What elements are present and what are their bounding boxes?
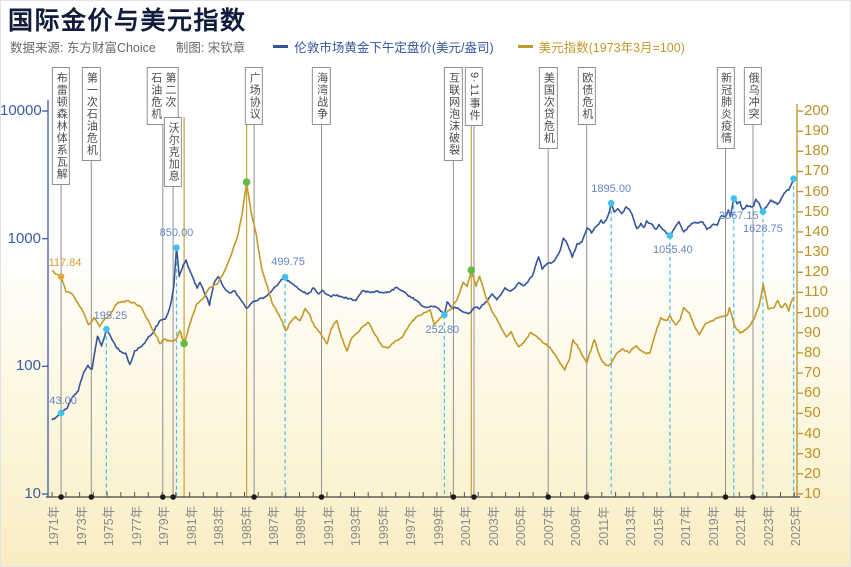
event-label: 美国次贷危机 <box>539 67 558 149</box>
credit-note: 制图: 宋钦章 <box>175 41 246 55</box>
event-axis-dot <box>318 494 325 500</box>
y-axis-right-label: 100 <box>804 303 830 321</box>
index-marker-label: 117.84 <box>48 256 82 269</box>
dollar-extreme-dot <box>180 339 188 348</box>
y-axis-right-label: 60 <box>804 384 821 402</box>
gold-price-marker-dot <box>666 232 674 239</box>
event-axis-dot <box>450 494 457 500</box>
gold-price-marker-dot <box>607 199 615 207</box>
y-axis-right-label: 50 <box>804 404 821 422</box>
y-axis-right-label: 90 <box>804 323 821 341</box>
y-axis-right-label: 120 <box>804 263 830 281</box>
chart-title: 国际金价与美元指数 <box>8 7 247 35</box>
gold-price-marker-dot <box>441 311 448 319</box>
event-label: 欧债危机 <box>577 67 596 125</box>
event-axis-dot <box>251 494 257 500</box>
event-label: 沃尔克加息 <box>163 117 183 187</box>
y-axis-left-label: 10000 <box>0 102 42 119</box>
dollar-extreme-dot <box>242 178 251 186</box>
legend-label: 美元指数(1973年3月=100) <box>538 41 685 55</box>
y-axis-right-label: 180 <box>804 142 830 160</box>
gold-price-marker-dot <box>281 273 289 281</box>
y-axis-right-label: 130 <box>804 243 830 261</box>
y-axis-right-label: 160 <box>804 182 830 200</box>
price-marker-label: 1055.40 <box>652 243 693 256</box>
event-axis-dot <box>58 494 64 500</box>
y-axis-right-label: 190 <box>804 122 830 140</box>
y-axis-left-label: 100 <box>15 357 41 375</box>
x-axis-label: 2025年 <box>788 505 803 547</box>
gold-price-marker-dot <box>759 208 767 215</box>
price-marker-label: 2067.15 <box>718 210 759 223</box>
event-axis-dot <box>722 494 729 500</box>
legend: 伦敦市场黄金下午定盘价(美元/盎司) 美元指数(1973年3月=100) <box>273 37 685 56</box>
legend-line-swatch <box>517 45 533 48</box>
y-axis-right-label: 70 <box>804 364 821 382</box>
event-label: 海湾战争 <box>312 67 331 125</box>
legend-line-swatch <box>273 45 289 48</box>
y-axis-right-label: 40 <box>804 424 821 442</box>
y-axis-left-label: 1000 <box>7 229 41 247</box>
gold-price-marker-dot <box>173 244 180 251</box>
y-axis-right-label: 170 <box>804 162 830 180</box>
price-marker-label: 195.25 <box>93 310 128 323</box>
event-label: 广场协议 <box>244 67 264 125</box>
event-label: 布雷顿森林体系瓦解 <box>51 67 71 185</box>
gold-price-marker-dot <box>790 175 797 182</box>
gold-price-marker-dot <box>730 195 738 202</box>
price-marker-label: 1895.00 <box>591 183 632 196</box>
y-axis-right-label: 200 <box>804 102 830 119</box>
y-axis-right-label: 10 <box>804 485 821 502</box>
event-axis-dot <box>750 494 756 500</box>
gold-price-marker-dot <box>57 409 65 417</box>
event-label: 9·11事件 <box>464 67 484 127</box>
dollar-start-dot <box>57 273 65 280</box>
dollar-extreme-dot <box>467 266 476 275</box>
legend-label: 伦敦市场黄金下午定盘价(美元/盎司) <box>294 41 494 55</box>
dollar-index-series <box>51 181 796 371</box>
y-axis-right-label: 150 <box>804 202 830 220</box>
gold-price-marker-dot <box>103 325 110 333</box>
event-axis-dot <box>160 494 166 500</box>
price-marker-label: 850.00 <box>159 226 194 239</box>
y-axis-right-label: 20 <box>804 464 821 482</box>
event-axis-dot <box>88 494 95 500</box>
event-label: 第一次石油危机 <box>82 67 101 161</box>
price-marker-label: 1628.75 <box>743 222 783 235</box>
y-axis-right-label: 80 <box>804 343 821 361</box>
price-marker-label: 43.00 <box>49 395 77 408</box>
legend-item-gold-price[interactable]: 伦敦市场黄金下午定盘价(美元/盎司) <box>273 37 494 56</box>
meta-row: 数据来源: 东方财富Choice 制图: 宋钦章 伦敦市场黄金下午定盘价(美元/… <box>10 37 685 56</box>
y-axis-right-label: 30 <box>804 444 821 462</box>
y-axis-right-label: 140 <box>804 222 830 240</box>
y-axis-left-label: 10 <box>24 485 41 502</box>
event-axis-dot <box>545 494 551 500</box>
event-label: 俄乌冲突 <box>743 67 763 125</box>
gold-price-series <box>51 178 795 421</box>
event-axis-dot <box>170 494 176 500</box>
y-axis-right-label: 110 <box>804 283 828 301</box>
source-note: 数据来源: 东方财富Choice <box>10 41 156 55</box>
event-axis-dot <box>583 494 590 500</box>
legend-item-dollar-index[interactable]: 美元指数(1973年3月=100) <box>517 37 685 56</box>
event-label: 第二次 石油危机 <box>146 67 180 125</box>
event-axis-dot <box>471 494 477 500</box>
price-marker-label: 499.75 <box>271 256 305 269</box>
event-label: 新冠肺炎疫情 <box>716 67 735 149</box>
price-marker-label: 252.80 <box>425 323 460 336</box>
event-label: 互联网泡沫破裂 <box>444 67 463 161</box>
